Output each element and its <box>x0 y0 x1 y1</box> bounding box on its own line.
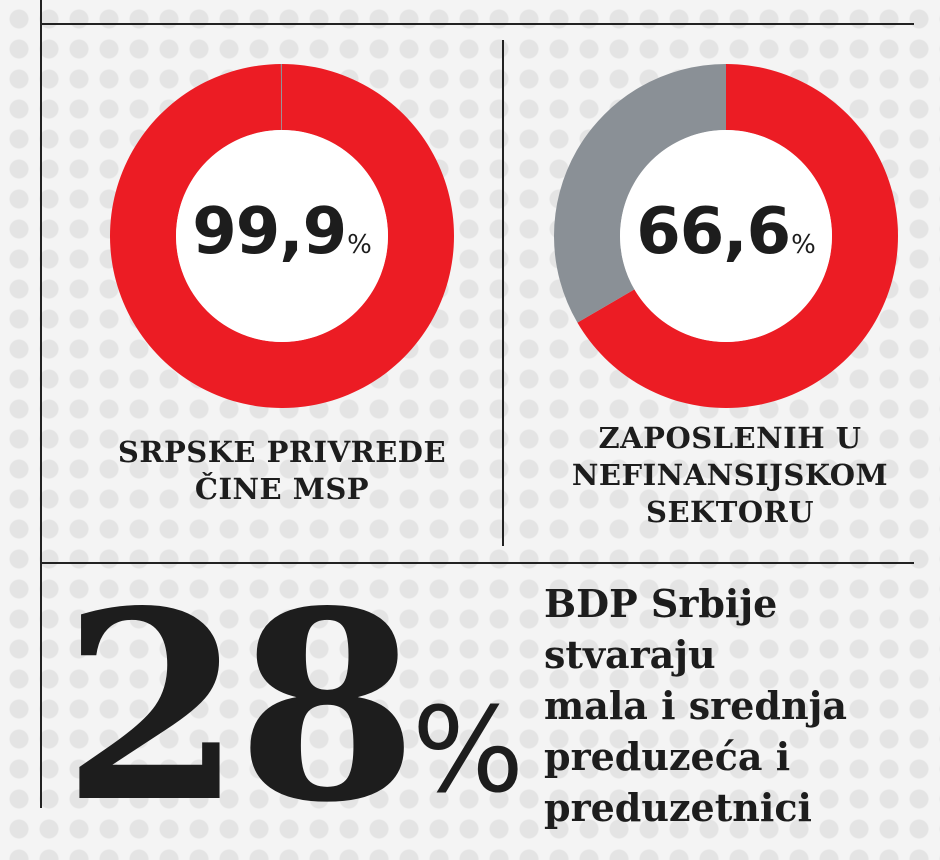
caption-employment: ZAPOSLENIH U NEFINANSIJSKOM SEKTORU <box>520 420 940 531</box>
top-rule <box>40 23 914 25</box>
donut-hole <box>620 130 832 342</box>
middle-rule <box>40 562 914 564</box>
column-divider <box>502 40 504 546</box>
donut-chart-msp <box>109 64 454 408</box>
gdp-share-description: BDP Srbije stvaraju mala i srednja predu… <box>544 578 924 833</box>
donut-slice-0 <box>109 64 454 408</box>
description-line: BDP Srbije <box>544 581 778 626</box>
description-line: stvaraju <box>544 632 716 677</box>
donut-slice-1 <box>554 64 726 323</box>
caption-line: NEFINANSIJSKOM <box>571 458 889 492</box>
gdp-share-unit: % <box>412 681 525 819</box>
donut-chart-employment <box>554 64 898 408</box>
center-unit: % <box>791 230 816 260</box>
donut-hole <box>176 130 388 342</box>
donut-slice-1 <box>280 64 282 131</box>
caption-line: SRPSKE PRIVREDE <box>117 435 447 469</box>
caption-line: ČINE MSP <box>194 472 370 506</box>
donut-center-value-employment: 66,6% <box>574 195 878 269</box>
center-number: 66,6 <box>636 195 791 269</box>
gdp-share-number: 28 <box>62 555 418 860</box>
caption-line: SEKTORU <box>646 495 814 529</box>
center-unit: % <box>347 230 372 260</box>
caption-msp: SRPSKE PRIVREDE ČINE MSP <box>70 434 494 508</box>
description-line: preduzetnici <box>544 785 812 830</box>
caption-line: ZAPOSLENIH U <box>598 421 862 455</box>
left-rule <box>40 0 42 808</box>
center-number: 99,9 <box>192 195 347 269</box>
description-line: preduzeća i <box>544 734 791 779</box>
donut-slice-0 <box>577 64 898 408</box>
donut-center-value-msp: 99,9% <box>130 195 434 269</box>
description-line: mala i srednja <box>544 683 847 728</box>
